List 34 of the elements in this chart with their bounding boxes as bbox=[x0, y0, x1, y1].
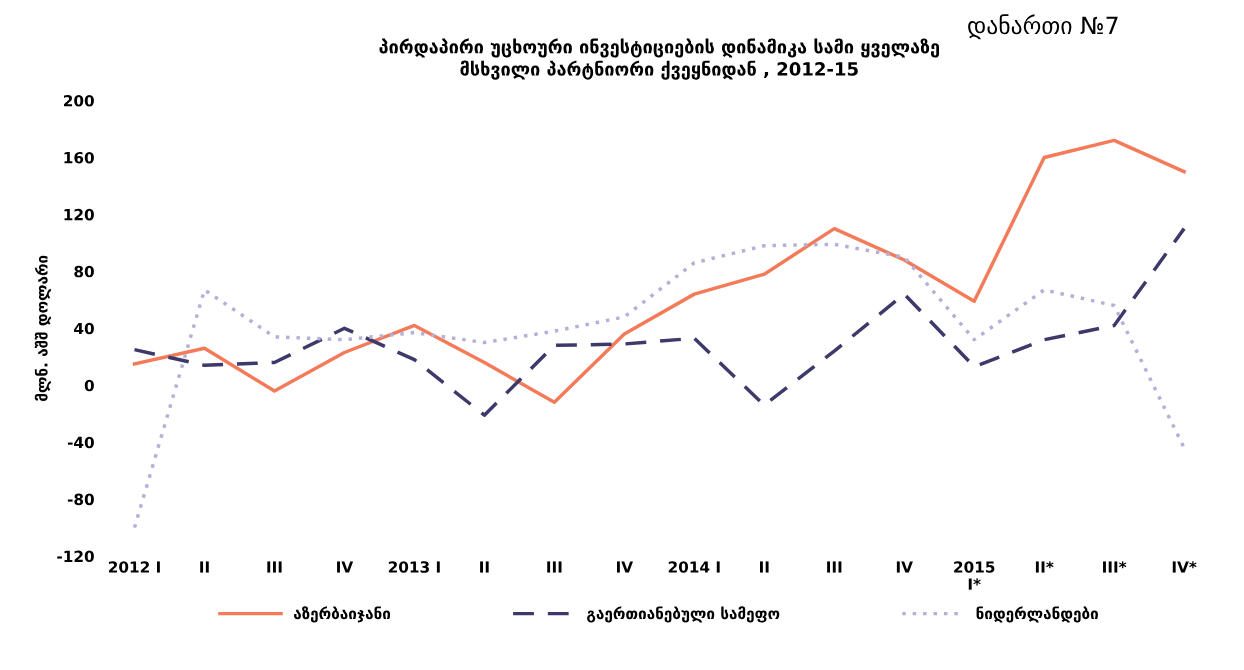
x-tick-label: III bbox=[267, 561, 282, 573]
x-tick-label: IV* bbox=[1172, 561, 1197, 573]
legend-label: გაერთიანებული სამეფო bbox=[587, 606, 780, 623]
legend-label: აზერბაიჯანი bbox=[294, 606, 391, 623]
y-tick-label: 120 bbox=[64, 208, 94, 221]
x-tick-label: III* bbox=[1103, 561, 1127, 573]
x-tick-label: III bbox=[547, 561, 562, 573]
x-tick-label: III bbox=[827, 561, 842, 573]
line-series bbox=[132, 138, 1186, 405]
text: დანართი №7 bbox=[968, 14, 1118, 40]
x-tick-label: 2013 I bbox=[388, 561, 440, 573]
x-tick-label: 2015 I* bbox=[954, 561, 995, 590]
y-tick-label: -40 bbox=[67, 436, 94, 449]
y-tick-label: 160 bbox=[64, 151, 94, 164]
chart-title: პირდაპირი უცხოური ინვესტიციების დინამიკა სამი ყველაზე მსხვილი პარტნიორი ქვეყნიდან , 2012-15 bbox=[379, 38, 939, 80]
x-tick-label: IV bbox=[616, 561, 634, 573]
legend-label: ნიდერლანდები bbox=[976, 606, 1098, 623]
y-tick-label: 40 bbox=[74, 322, 94, 335]
y-tick-label: -80 bbox=[67, 493, 94, 506]
x-tick-label: II bbox=[480, 561, 489, 573]
y-tick-label: 200 bbox=[63, 94, 94, 107]
line-series bbox=[132, 242, 1186, 530]
x-tick-label: 2014 I bbox=[668, 561, 720, 573]
x-tick-label: IV bbox=[896, 561, 913, 573]
y-tick-label: 80 bbox=[74, 265, 94, 278]
x-tick-label: II* bbox=[1035, 561, 1054, 573]
x-tick-label: II bbox=[200, 561, 209, 573]
y-axis-title: მლნ. აშშ დოლარი bbox=[34, 255, 51, 401]
x-tick-label: IV bbox=[337, 561, 354, 573]
line-series bbox=[132, 226, 1186, 417]
y-tick-label: 0 bbox=[84, 379, 94, 392]
y-tick-label: -120 bbox=[57, 550, 94, 563]
x-tick-label: 2012 I bbox=[108, 561, 160, 573]
x-tick-label: II bbox=[760, 561, 769, 573]
